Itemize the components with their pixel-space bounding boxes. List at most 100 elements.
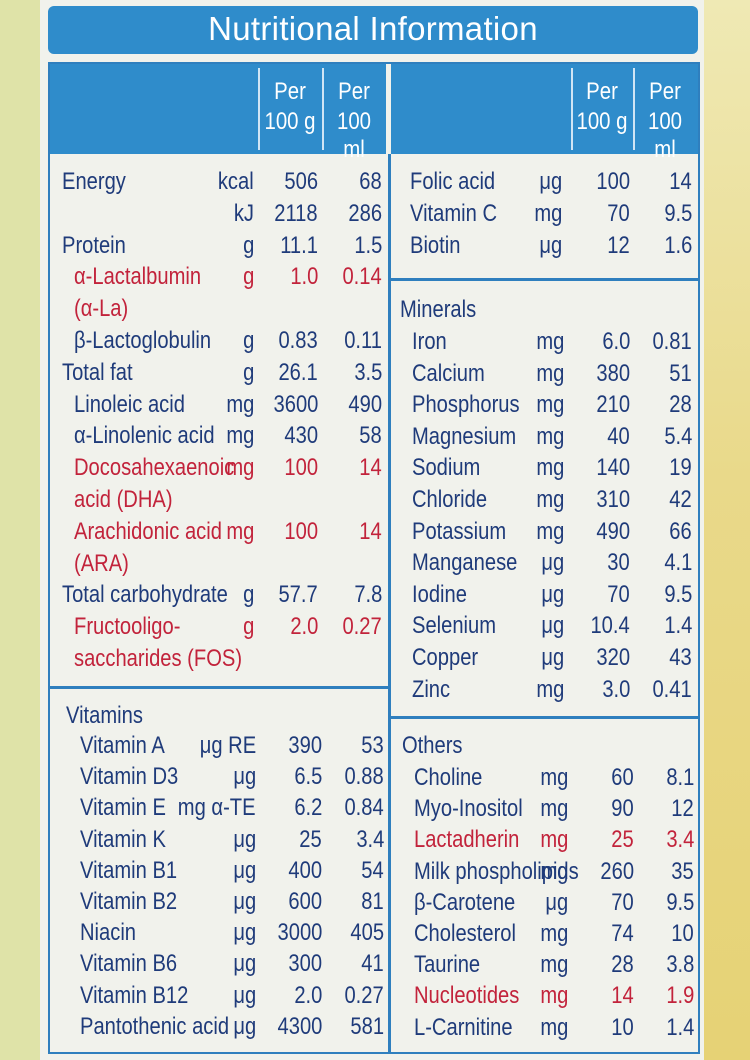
table-row: Myo-Inositol mg 90 12: [0, 793, 750, 824]
table-row: Folic acid μg 100 14: [0, 166, 750, 197]
value-per-100ml: 42: [669, 486, 692, 513]
value-per-100g: 490: [596, 517, 630, 545]
right-header-per100g-1: Per: [586, 78, 618, 105]
minerals-divider: [389, 278, 698, 281]
left-header: [50, 64, 386, 154]
table-row: Fructooligo-g 2.0 0.27: [0, 611, 750, 642]
right-header-per100g-2: 100 g: [576, 108, 628, 135]
value-per-100ml: 405: [350, 919, 384, 947]
table-row: Taurine mg 28 3.8: [0, 949, 750, 980]
nutrient-unit: mg: [539, 826, 568, 854]
table-row: Pantothenic acid μg 4300 581: [0, 1011, 750, 1042]
nutrient-name: Pantothenic acid: [80, 1012, 230, 1040]
value-per-100g: 390: [288, 732, 322, 759]
table-row: saccharides (FOS): [0, 643, 750, 674]
nutrient-unit: μg: [233, 825, 256, 853]
table-row: Total fat g 26.1 3.5: [0, 357, 750, 388]
value-per-100ml: 8.1: [665, 764, 694, 791]
value-per-100ml: 9.5: [665, 888, 694, 916]
nutrient-unit: mg: [535, 454, 564, 482]
value-per-100ml: 35: [671, 857, 694, 885]
value-per-100g: 40: [607, 422, 630, 450]
nutrient-name: Total fat: [62, 358, 133, 386]
nutrient-unit: g: [242, 231, 254, 259]
nutrient-unit: mg: [539, 857, 568, 885]
table-row: kJ 2118 286: [0, 198, 750, 229]
table-row: (ARA): [0, 548, 750, 579]
value-per-100g: 400: [288, 856, 322, 884]
table-row: Lactadherin mg 25 3.4: [0, 824, 750, 855]
nutrient-unit: g: [242, 327, 254, 354]
table-row: Biotin μg 12 1.6: [0, 230, 750, 261]
value-per-100g: 57.7: [278, 581, 318, 609]
value-per-100g: 10: [611, 1013, 634, 1041]
table-row: Zinc mg 3.0 0.41: [0, 674, 750, 705]
value-per-100g: 4300: [277, 1012, 322, 1040]
nutrient-unit: mg: [535, 422, 564, 450]
nutrient-name: Vitamin E: [80, 794, 166, 822]
nutrient-name: β-Carotene: [414, 888, 516, 916]
value-per-100g: 2.0: [289, 613, 318, 641]
value-per-100ml: 9.5: [663, 200, 692, 227]
table-row: Milk phospholipids mg 260 35: [0, 856, 750, 887]
left-header-per100g-1: Per: [274, 78, 306, 105]
nutrient-name: Folic acid: [410, 168, 496, 195]
nutrient-name: Vitamin B2: [80, 888, 178, 915]
nutrient-name: Protein: [62, 231, 126, 259]
table-row: Phosphorus mg 210 28: [0, 389, 750, 420]
page-title: Nutritional Information: [48, 6, 698, 54]
nutrient-unit: μg: [233, 919, 256, 947]
value-per-100g: 70: [611, 888, 634, 916]
value-per-100g: 100: [284, 454, 318, 482]
value-per-100ml: 0.88: [344, 763, 384, 791]
label-panel: [40, 0, 704, 1060]
value-per-100ml: 1.6: [663, 232, 692, 259]
value-per-100ml: 43: [669, 644, 692, 671]
nutrient-unit: mg: [539, 1013, 568, 1041]
nutrient-name: β-Lactoglobulin: [74, 327, 212, 354]
nutrient-name: Milk phospholipids: [414, 857, 579, 885]
nutrient-name: saccharides (FOS): [74, 645, 243, 672]
value-per-100g: 26.1: [278, 358, 318, 386]
table-row: Total carbohydrate g 57.7 7.8: [0, 579, 750, 610]
value-per-100g: 2.0: [293, 981, 322, 1009]
nutrient-unit: mg: [225, 454, 254, 482]
value-per-100ml: 68: [359, 168, 382, 195]
nutrient-name: Biotin: [410, 232, 461, 259]
table-row: Cholesterol mg 74 10: [0, 918, 750, 949]
nutrient-unit: kJ: [233, 199, 254, 227]
value-per-100g: 210: [596, 391, 630, 419]
table-row: Vitamin C mg 70 9.5: [0, 198, 750, 229]
right-header: [391, 64, 698, 154]
table-row: β-Carotene μg 70 9.5: [0, 887, 750, 918]
value-per-100g: 6.5: [293, 763, 322, 791]
vitamins-title: Vitamins: [66, 702, 143, 729]
nutrient-name: Total carbohydrate: [62, 581, 228, 609]
table-row: α-Lactalbumin g 1.0 0.14: [0, 261, 750, 292]
nutrient-unit: μg: [541, 549, 564, 577]
value-per-100ml: 1.4: [663, 612, 692, 640]
value-per-100g: 380: [596, 359, 630, 387]
nutrient-name: Sodium: [412, 454, 481, 482]
nutrient-name: α-Linolenic acid: [74, 422, 215, 450]
nutrient-unit: mg: [539, 795, 568, 823]
value-per-100ml: 3.5: [353, 358, 382, 386]
nutrient-name: Iodine: [412, 580, 467, 608]
nutrient-unit: μg RE: [199, 732, 256, 759]
value-per-100ml: 286: [348, 199, 382, 227]
table-row: Manganese μg 30 4.1: [0, 547, 750, 578]
table-row: Protein g 11.1 1.5: [0, 230, 750, 261]
table-row: Linoleic acid mg 3600 490: [0, 389, 750, 420]
nutrient-name: Lactadherin: [414, 826, 520, 854]
nutrient-name: Vitamin C: [410, 200, 498, 227]
value-per-100g: 100: [284, 517, 318, 545]
minerals-title: Minerals: [400, 296, 477, 323]
value-per-100ml: 0.14: [342, 263, 382, 291]
column-divider: [388, 154, 391, 1054]
value-per-100ml: 3.4: [355, 825, 384, 853]
value-per-100ml: 28: [669, 391, 692, 419]
nutrient-name: Taurine: [414, 951, 481, 979]
nutrient-name: Vitamin A: [80, 732, 165, 759]
value-per-100g: 14: [611, 982, 634, 1010]
nutrient-unit: mg: [535, 486, 564, 513]
